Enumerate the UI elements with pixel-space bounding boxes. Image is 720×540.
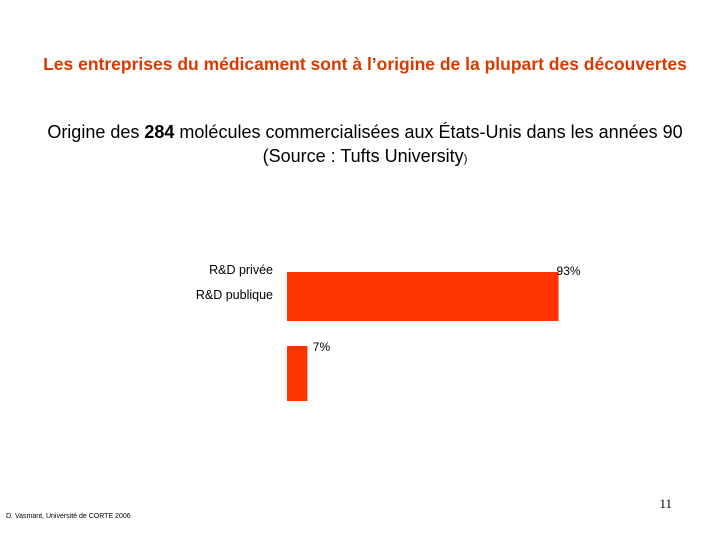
category-label-rd-publique: R&D publique [196,288,273,302]
source-label: (Source : Tufts University [262,146,464,166]
bar-rd-publique [287,346,308,401]
chart-subtitle: Origine des 284 molécules commercialisée… [40,120,690,171]
subtitle-prefix: Origine des [47,122,145,142]
slide-title: Les entreprises du médicament sont à l’o… [43,54,687,74]
subtitle-number: 284 [144,122,175,142]
source-close: ) [463,153,468,165]
subtitle-suffix: molécules commercialisées aux États-Unis… [174,122,683,142]
category-label-rd-privee: R&D privée [209,263,273,277]
footer-credit: D. Vasmant, Université de CORTE 2006 [6,513,131,520]
bar-rd-privee [287,272,559,321]
data-label-rd-publique: 7% [313,340,331,354]
data-label-rd-privee: 93% [557,264,581,278]
page-number: 11 [659,496,672,511]
